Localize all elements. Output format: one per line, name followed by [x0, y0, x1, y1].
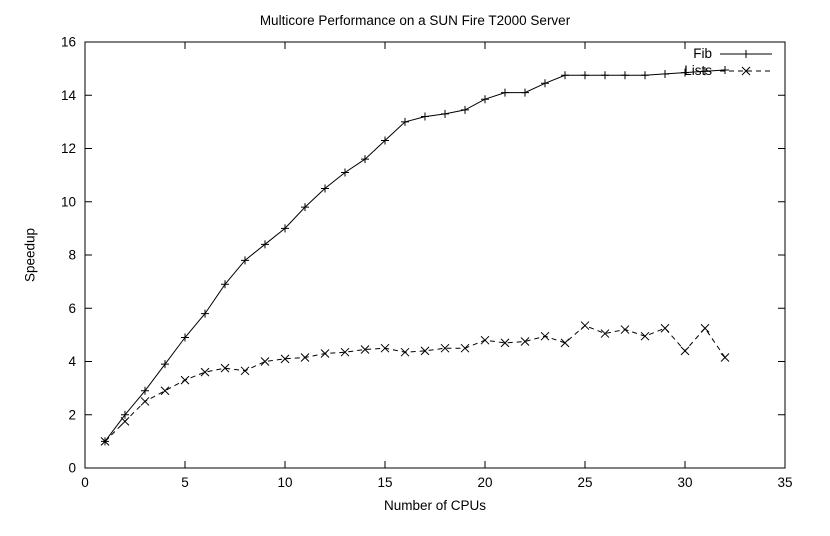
lists-line	[104, 325, 726, 442]
x-axis-label: Number of CPUs	[383, 498, 487, 513]
x-axis-ticks: 0 5 10 15 20 25 30 35	[81, 42, 793, 490]
plot-border	[84, 41, 786, 469]
y-tick-label: 4	[68, 354, 76, 369]
y-axis-label: Speedup	[22, 227, 38, 283]
fib-line	[104, 69, 726, 442]
y-tick-label: 16	[61, 35, 76, 50]
x-tick-label: 20	[477, 475, 492, 490]
x-tick-label: 10	[277, 475, 292, 490]
x-tick-label: 35	[777, 475, 792, 490]
y-tick-label: 8	[68, 248, 76, 263]
x-tick-label: 5	[181, 475, 189, 490]
x-tick-label: 30	[677, 475, 692, 490]
fib-series	[101, 65, 729, 446]
legend-label-lists: Lists	[684, 63, 712, 78]
x-tick-label: 15	[377, 475, 392, 490]
chart-title: Multicore Performance on a SUN Fire T200…	[259, 13, 571, 28]
y-tick-label: 2	[68, 407, 76, 422]
y-tick-label: 14	[61, 88, 77, 103]
lists-series	[100, 321, 730, 446]
y-tick-label: 0	[68, 461, 76, 476]
y-axis-ticks: 0 2 4 6 8 10 12 14 16	[61, 35, 785, 476]
y-tick-label: 6	[68, 301, 76, 316]
legend-label-fib: Fib	[693, 46, 712, 61]
x-tick-label: 0	[81, 475, 89, 490]
y-tick-label: 12	[61, 141, 76, 156]
x-tick-label: 25	[577, 475, 592, 490]
y-tick-label: 10	[61, 194, 76, 209]
legend: Fib Lists	[684, 46, 772, 78]
